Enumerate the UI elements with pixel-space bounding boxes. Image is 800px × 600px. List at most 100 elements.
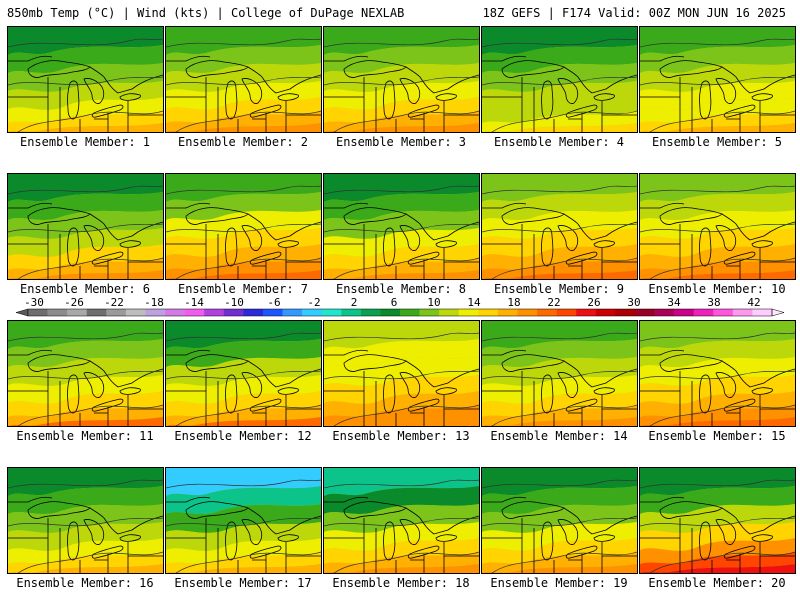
colorbar-swatch xyxy=(439,309,460,316)
temperature-band xyxy=(8,81,163,110)
member-label: Ensemble Member: 16 xyxy=(16,576,154,590)
temperature-field xyxy=(166,174,321,279)
member-label: Ensemble Member: 10 xyxy=(648,282,786,296)
lake-outline xyxy=(185,60,249,78)
temperature-band xyxy=(324,228,479,257)
lake-outline xyxy=(185,501,249,519)
ensemble-member-map xyxy=(165,173,322,280)
temperature-band xyxy=(482,538,637,564)
isobar-contour xyxy=(8,223,163,233)
temperature-band xyxy=(640,417,795,426)
colorbar-swatch xyxy=(86,309,107,316)
lake-outline xyxy=(119,387,141,395)
temperature-band xyxy=(640,63,795,92)
temperature-band xyxy=(324,123,479,132)
isobar-contour xyxy=(166,185,321,195)
lake-outline xyxy=(241,519,263,545)
colorbar-tick-label: 38 xyxy=(707,297,720,309)
temperature-band xyxy=(166,228,321,257)
colorbar-swatch xyxy=(125,309,146,316)
lake-outline xyxy=(593,387,615,395)
temperature-band xyxy=(8,244,163,270)
temperature-band xyxy=(640,258,795,279)
temperature-band xyxy=(166,552,321,573)
lake-outline xyxy=(27,501,91,519)
temperature-field xyxy=(8,468,163,573)
boundary-line xyxy=(324,518,479,573)
temperature-band xyxy=(8,391,163,417)
temperature-band xyxy=(8,375,163,404)
temperature-band xyxy=(324,270,479,279)
isobar-contour xyxy=(640,185,795,195)
boundary-line xyxy=(324,224,479,279)
isobar-contour xyxy=(166,479,321,489)
isobar-contour xyxy=(175,551,321,573)
boundary-line xyxy=(640,55,795,94)
temperature-band xyxy=(8,258,163,279)
temperature-field xyxy=(324,468,479,573)
colorbar-swatch xyxy=(223,309,244,316)
colorbar-tick-label: -2 xyxy=(307,297,320,309)
isobar-contour xyxy=(333,551,479,573)
temperature-band xyxy=(166,522,321,551)
temperature-band xyxy=(324,552,479,573)
isobar-contour xyxy=(640,332,795,342)
isobar-contour xyxy=(649,257,795,279)
temperature-band xyxy=(324,357,479,386)
temperature-band xyxy=(640,192,795,220)
isobar-contour xyxy=(324,517,479,527)
temperature-band xyxy=(166,244,321,270)
lake-outline xyxy=(27,60,91,78)
boundary-line xyxy=(482,371,637,426)
temperature-band xyxy=(324,486,479,514)
ensemble-member-map xyxy=(639,26,796,133)
lake-outline xyxy=(565,251,598,265)
colorbar-swatch xyxy=(458,309,479,316)
temperature-field xyxy=(8,174,163,279)
boundary-line xyxy=(8,77,163,132)
member-label: Ensemble Member: 5 xyxy=(651,135,783,149)
temperature-field xyxy=(324,174,479,279)
ensemble-member-map xyxy=(7,173,164,280)
temperature-band xyxy=(640,391,795,417)
lake-outline xyxy=(751,93,773,101)
isobar-contour xyxy=(8,479,163,489)
temperature-field xyxy=(166,468,321,573)
temperature-field xyxy=(482,174,637,279)
boundary-line xyxy=(324,77,479,132)
colorbar-tick-label: -18 xyxy=(144,297,164,309)
colorbar-swatch xyxy=(165,309,185,316)
temperature-field xyxy=(324,321,479,426)
temperature-band xyxy=(640,228,795,257)
temperature-band xyxy=(166,468,321,496)
colorbar-tick-label: 18 xyxy=(507,297,520,309)
temperature-band xyxy=(482,270,637,279)
lake-outline xyxy=(91,251,124,265)
temperature-band xyxy=(166,81,321,110)
isobar-contour xyxy=(17,110,163,132)
lake-outline xyxy=(225,227,238,267)
member-label: Ensemble Member: 14 xyxy=(490,429,628,443)
colorbar-swatch xyxy=(634,309,655,316)
lake-outline xyxy=(435,240,457,248)
temperature-band xyxy=(482,111,637,132)
colorbar-tick-label: 2 xyxy=(351,297,358,309)
temperature-band xyxy=(482,321,637,349)
boundary-line xyxy=(8,224,163,279)
boundary-line xyxy=(166,371,321,426)
colorbar-tick-label: 10 xyxy=(427,297,440,309)
temperature-field xyxy=(640,321,795,426)
colorbar-outline xyxy=(27,308,773,317)
temperature-band xyxy=(166,123,321,132)
temperature-band xyxy=(8,45,163,73)
isobar-contour xyxy=(482,332,637,342)
lake-outline xyxy=(185,354,249,372)
isobar-contour xyxy=(333,404,479,426)
lake-outline xyxy=(343,501,407,519)
temperature-band xyxy=(8,564,163,573)
temperature-band xyxy=(482,45,637,73)
isobar-contour xyxy=(175,257,321,279)
ensemble-member-map xyxy=(481,320,638,427)
temperature-band xyxy=(166,97,321,123)
temperature-band xyxy=(166,45,321,73)
